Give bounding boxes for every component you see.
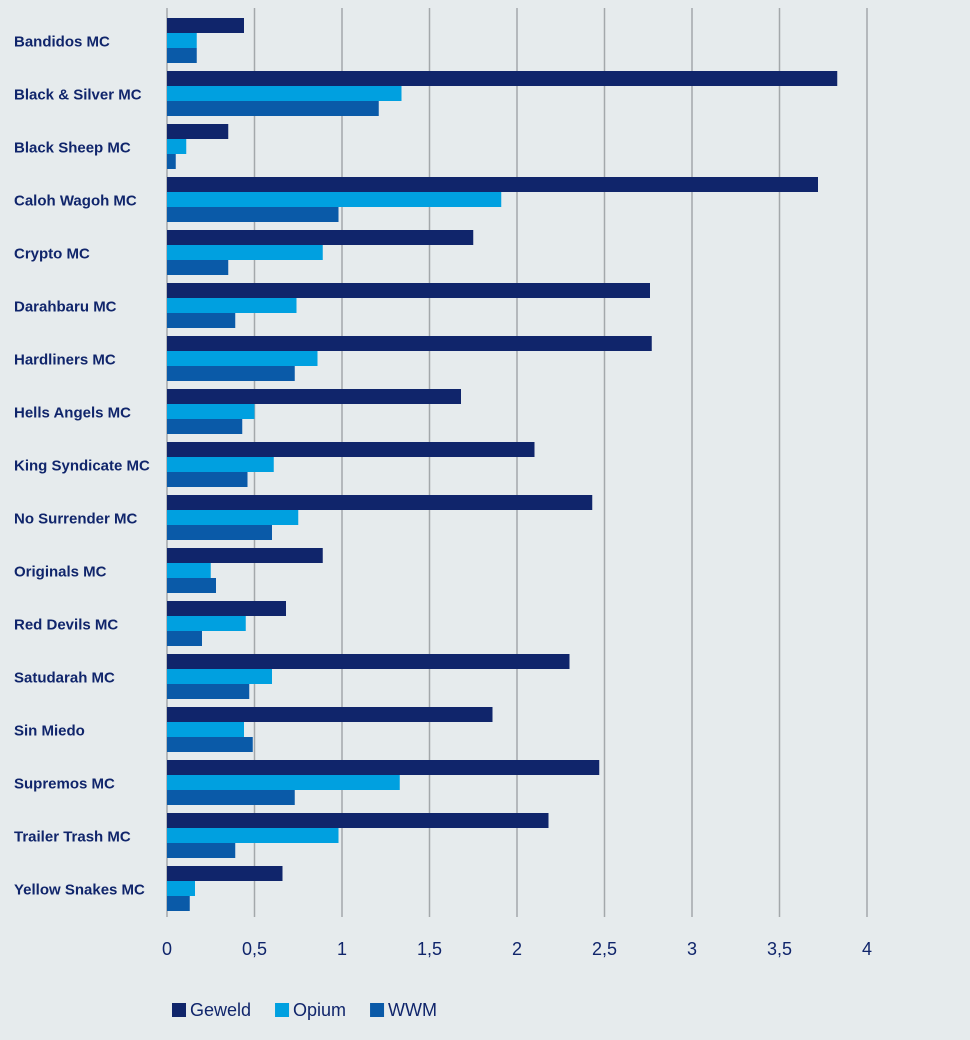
category-label: Caloh Wagoh MC <box>14 192 137 209</box>
bar <box>167 790 295 805</box>
bar <box>167 351 318 366</box>
bar <box>167 601 286 616</box>
bar <box>167 669 272 684</box>
x-tick-label: 2,5 <box>592 939 617 959</box>
bar <box>167 684 250 699</box>
x-tick-label: 3,5 <box>767 939 792 959</box>
bar <box>167 813 549 828</box>
legend-label: Opium <box>293 1000 346 1020</box>
category-label: Crypto MC <box>14 245 90 262</box>
legend-swatch <box>172 1003 186 1017</box>
bar <box>167 472 248 487</box>
category-label: Bandidos MC <box>14 33 110 50</box>
bar <box>167 33 197 48</box>
bar <box>167 578 216 593</box>
bar <box>167 707 493 722</box>
bar <box>167 260 229 275</box>
x-tick-label: 4 <box>862 939 872 959</box>
bar <box>167 389 461 404</box>
category-label: Supremos MC <box>14 775 115 792</box>
bar <box>167 548 323 563</box>
bar <box>167 654 570 669</box>
category-label: Hells Angels MC <box>14 404 131 421</box>
category-label: Black & Silver MC <box>14 86 142 103</box>
category-label: Sin Miedo <box>14 722 85 739</box>
bar <box>167 86 402 101</box>
bar <box>167 139 187 154</box>
bar <box>167 230 474 245</box>
bar <box>167 404 255 419</box>
bar <box>167 283 650 298</box>
legend-label: Geweld <box>190 1000 251 1020</box>
bar <box>167 207 339 222</box>
x-tick-label: 1,5 <box>417 939 442 959</box>
bar <box>167 177 818 192</box>
bar <box>167 525 272 540</box>
bar <box>167 442 535 457</box>
bar <box>167 313 236 328</box>
bar <box>167 18 244 33</box>
category-label: Trailer Trash MC <box>14 828 131 845</box>
bar <box>167 722 244 737</box>
bar <box>167 843 236 858</box>
bar <box>167 775 400 790</box>
x-tick-label: 2 <box>512 939 522 959</box>
bar <box>167 631 202 646</box>
bar <box>167 866 283 881</box>
bar <box>167 71 838 86</box>
bar <box>167 124 229 139</box>
category-label: Red Devils MC <box>14 616 118 633</box>
bar <box>167 828 339 843</box>
category-label: King Syndicate MC <box>14 457 150 474</box>
x-tick-label: 0,5 <box>242 939 267 959</box>
bar <box>167 192 502 207</box>
bar <box>167 563 211 578</box>
bar <box>167 336 652 351</box>
bar <box>167 457 274 472</box>
bar <box>167 366 295 381</box>
bar <box>167 298 297 313</box>
category-label: Satudarah MC <box>14 669 115 686</box>
bar <box>167 495 593 510</box>
legend-label: WWM <box>388 1000 437 1020</box>
bar <box>167 101 379 116</box>
category-label: Hardliners MC <box>14 351 116 368</box>
bar <box>167 154 176 169</box>
category-label: Originals MC <box>14 563 107 580</box>
category-label: No Surrender MC <box>14 510 138 527</box>
bar <box>167 737 253 752</box>
x-tick-label: 3 <box>687 939 697 959</box>
legend-swatch <box>275 1003 290 1017</box>
bar <box>167 760 600 775</box>
bar <box>167 419 243 434</box>
x-tick-label: 1 <box>337 939 347 959</box>
bar <box>167 616 246 631</box>
category-label: Yellow Snakes MC <box>14 881 145 898</box>
category-label: Darahbaru MC <box>14 298 117 315</box>
bar <box>167 510 299 525</box>
legend-swatch <box>370 1003 385 1017</box>
x-tick-label: 0 <box>162 939 172 959</box>
bar <box>167 896 190 911</box>
bar <box>167 881 195 896</box>
bar <box>167 245 323 260</box>
category-label: Black Sheep MC <box>14 139 131 156</box>
bar <box>167 48 197 63</box>
